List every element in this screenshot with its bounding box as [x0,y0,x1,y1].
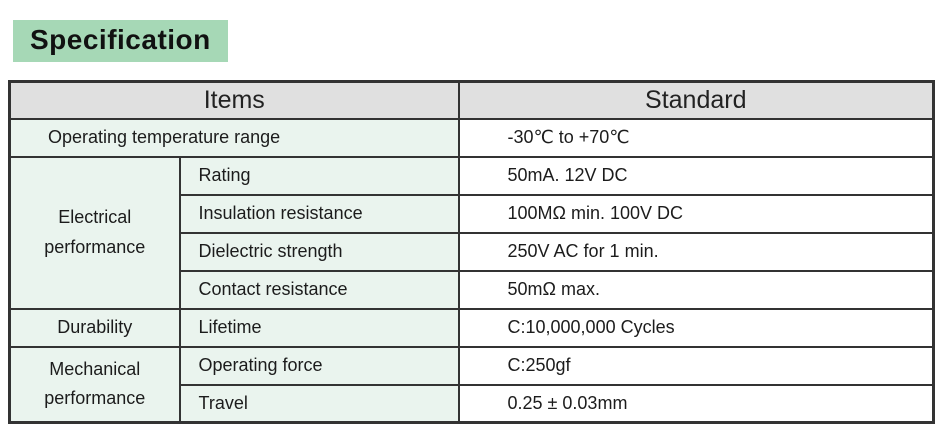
standard-cell-contact-resistance: 50mΩ max. [457,269,935,310]
group-cell-electrical-performance: Electrical performance [8,155,181,310]
item-cell-insulation-resistance: Insulation resistance [178,193,460,234]
standard-cell-insulation-resistance: 100MΩ min. 100V DC [457,193,935,234]
table-row-dielectric-strength: Dielectric strength 250V AC for 1 min. [10,231,935,272]
table-row-travel: Travel 0.25 ± 0.03mm [10,383,935,424]
item-cell-operating-force: Operating force [178,345,460,386]
table-row-insulation-resistance: Insulation resistance 100MΩ min. 100V DC [10,193,935,234]
item-cell-travel: Travel [178,383,460,424]
item-cell-dielectric-strength: Dielectric strength [178,231,460,272]
standard-column-header: Standard [457,80,935,120]
group-cell-mechanical-performance: Mechanical performance [8,345,181,424]
table-row-operating-temperature: Operating temperature range -30℃ to +70℃ [8,117,935,158]
table-row-lifetime: Durability Lifetime C:10,000,000 Cycles [8,307,935,348]
page-title: Specification [13,20,228,62]
standard-cell-travel: 0.25 ± 0.03mm [457,383,935,424]
table-row-rating: Electrical performance Rating 50mA. 12V … [8,155,935,310]
table-row-contact-resistance: Contact resistance 50mΩ max. [10,269,935,310]
table-header-row: Items Standard [8,80,935,120]
standard-cell-lifetime: C:10,000,000 Cycles [457,307,935,348]
standard-cell-operating-temperature-range: -30℃ to +70℃ [457,117,935,158]
standard-cell-dielectric-strength: 250V AC for 1 min. [457,231,935,272]
group-cell-durability: Durability [8,307,181,348]
items-column-header: Items [8,80,460,120]
spec-table: Items Standard Operating temperature ran… [8,80,935,424]
standard-cell-rating: 50mA. 12V DC [457,155,935,196]
table-row-operating-force: Mechanical performance Operating force C… [8,345,935,424]
item-cell-lifetime: Lifetime [178,307,460,348]
standard-cell-operating-force: C:250gf [457,345,935,386]
item-cell-rating: Rating [178,155,460,196]
item-cell-operating-temperature-range: Operating temperature range [8,117,460,158]
item-cell-contact-resistance: Contact resistance [178,269,460,310]
